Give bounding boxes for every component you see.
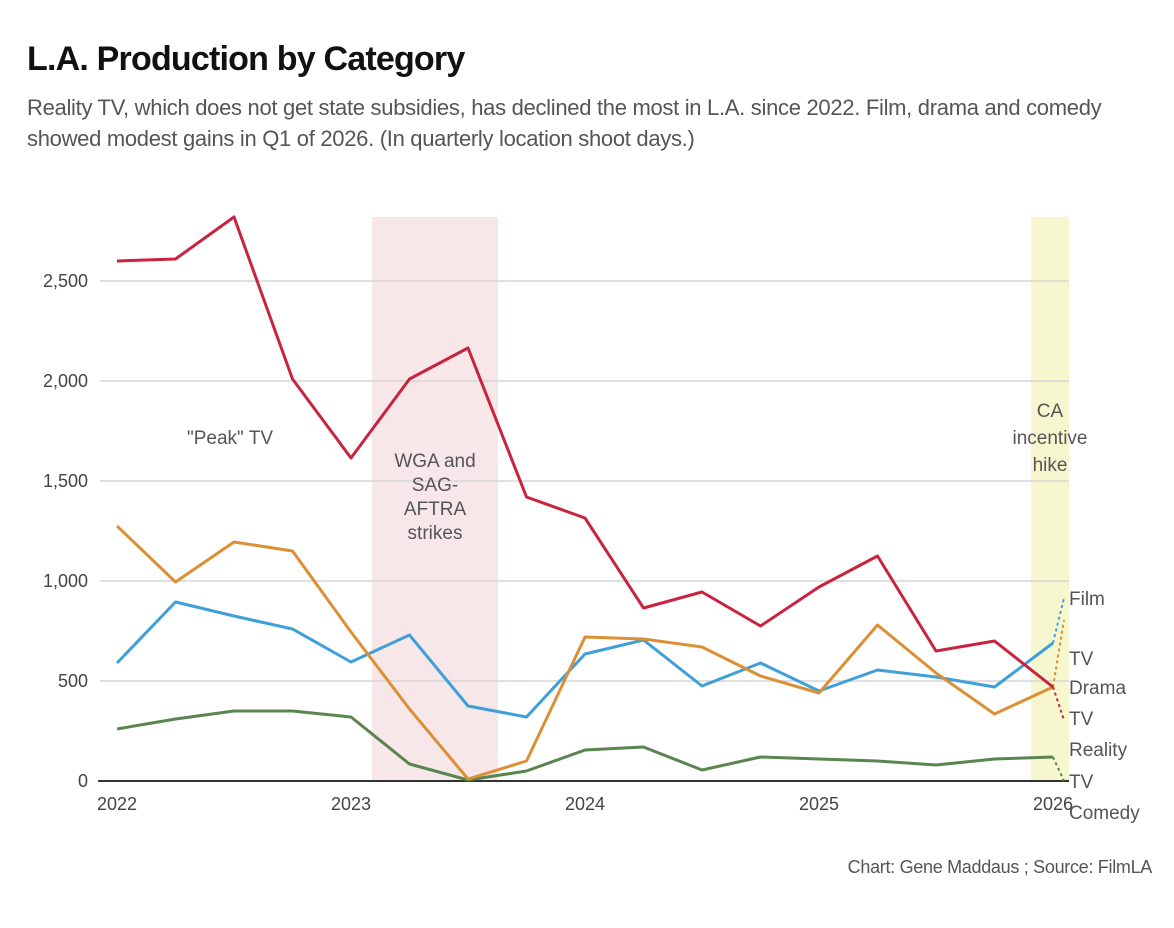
annotation-incentive: CA xyxy=(1037,401,1064,422)
series-line-tv-comedy xyxy=(116,709,1054,782)
series-label: Film xyxy=(1069,589,1105,610)
annotation-peak-tv: "Peak" TV xyxy=(187,428,273,449)
series-line-tv-drama xyxy=(115,524,1054,781)
y-tick-label: 0 xyxy=(78,771,88,791)
series-leader-line xyxy=(1052,619,1065,688)
y-tick-label: 2,500 xyxy=(43,271,88,291)
series-leader-line xyxy=(1052,597,1065,644)
series-label: Drama xyxy=(1069,678,1126,699)
y-tick-label: 2,000 xyxy=(43,371,88,391)
annotation-strikes: strikes xyxy=(408,523,463,544)
x-tick-label: 2024 xyxy=(565,794,605,814)
x-tick-label: 2022 xyxy=(97,794,137,814)
annotation-strikes: WGA and xyxy=(394,451,475,472)
series-line-film xyxy=(115,600,1054,719)
chart-footer: Chart: Gene Maddaus ; Source: FilmLA xyxy=(847,857,1153,877)
series-label: TV xyxy=(1069,709,1094,730)
series-label: Comedy xyxy=(1069,803,1140,824)
x-tick-label: 2025 xyxy=(799,794,839,814)
incentive-band xyxy=(1031,217,1069,781)
y-tick-label: 500 xyxy=(58,671,88,691)
y-tick-label: 1,000 xyxy=(43,571,88,591)
chart-subtitle: Reality TV, which does not get state sub… xyxy=(27,95,1102,151)
annotation-incentive: hike xyxy=(1033,455,1068,476)
series-leader-line xyxy=(1052,756,1065,782)
series-label: TV xyxy=(1069,649,1094,670)
annotation-strikes: SAG- xyxy=(412,475,458,496)
series-label: TV xyxy=(1069,772,1094,793)
x-tick-label: 2023 xyxy=(331,794,371,814)
y-tick-label: 1,500 xyxy=(43,471,88,491)
series-label: Reality xyxy=(1069,740,1128,761)
x-tick-label: 2026 xyxy=(1033,794,1073,814)
annotation-strikes: AFTRA xyxy=(404,499,467,520)
series-line-tv-reality xyxy=(116,215,1054,689)
annotation-incentive: incentive xyxy=(1013,428,1088,449)
chart-title: L.A. Production by Category xyxy=(27,40,465,78)
